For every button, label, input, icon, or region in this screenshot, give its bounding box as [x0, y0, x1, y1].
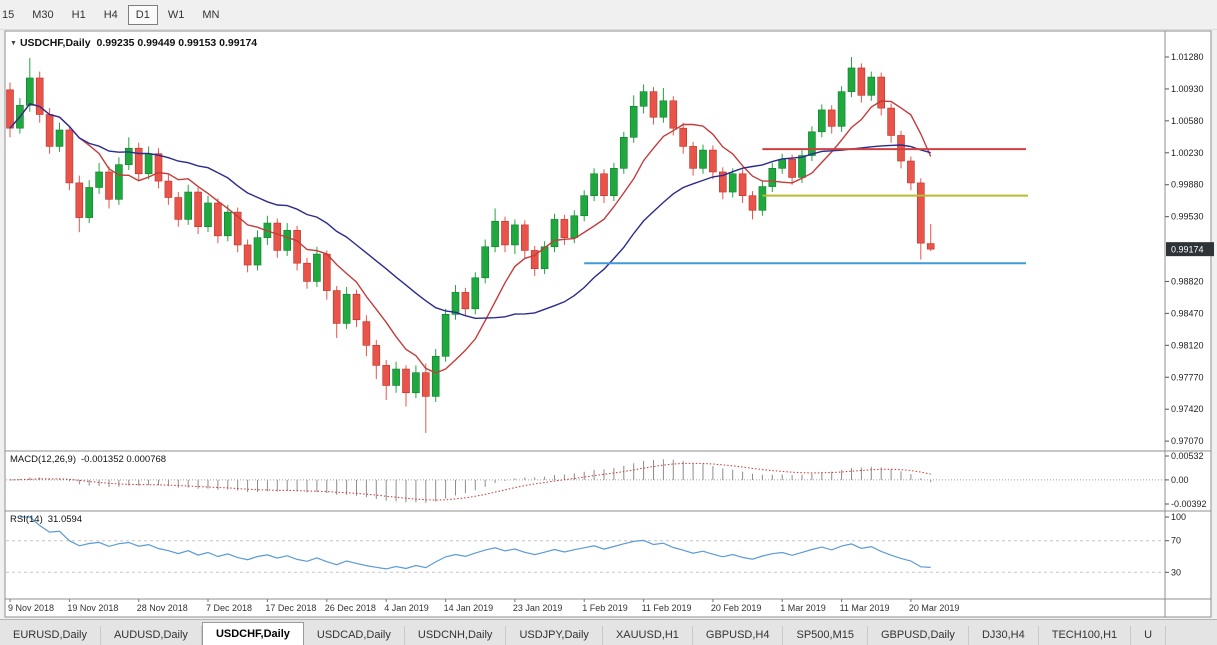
svg-text:17 Dec 2018: 17 Dec 2018 — [265, 603, 316, 613]
svg-text:23 Jan 2019: 23 Jan 2019 — [513, 603, 563, 613]
svg-text:0.99530: 0.99530 — [1171, 212, 1204, 222]
macd-signal-line — [9, 462, 931, 501]
rsi-indicator-label: RSI(14) 31.0594 — [10, 514, 82, 525]
timeframe-button-h4[interactable]: H4 — [103, 8, 118, 21]
chart-tab-xauusd-h1[interactable]: XAUUSD,H1 — [603, 626, 693, 645]
svg-text:0.97070: 0.97070 — [1171, 436, 1204, 446]
svg-text:20 Mar 2019: 20 Mar 2019 — [909, 603, 960, 613]
macd-name: MACD(12,26,9) — [10, 454, 76, 465]
chart-tab-dj30-h4[interactable]: DJ30,H4 — [969, 626, 1039, 645]
timeframe-button-mn[interactable]: MN — [202, 8, 220, 21]
chart-title: ▼ USDCHF,Daily 0.99235 0.99449 0.99153 0.9… — [10, 37, 257, 49]
svg-text:4 Jan 2019: 4 Jan 2019 — [384, 603, 429, 613]
svg-text:0.98820: 0.98820 — [1171, 276, 1204, 286]
svg-text:26 Dec 2018: 26 Dec 2018 — [325, 603, 376, 613]
macd-indicator-label: MACD(12,26,9) -0.001352 0.000768 — [10, 454, 166, 465]
svg-text:19 Nov 2018: 19 Nov 2018 — [67, 603, 118, 613]
svg-text:11 Feb 2019: 11 Feb 2019 — [642, 603, 692, 613]
svg-text:0.99880: 0.99880 — [1171, 180, 1204, 190]
timeframe-toolbar: 15 M30 H1 H4 D1 W1 MN — [0, 0, 1217, 30]
chart-tab-tech100-h1[interactable]: TECH100,H1 — [1039, 626, 1132, 645]
ma-slow-blue-line[interactable] — [9, 103, 931, 320]
svg-text:11 Mar 2019: 11 Mar 2019 — [840, 603, 890, 613]
rsi-value: 31.0594 — [47, 514, 83, 525]
svg-text:1.00580: 1.00580 — [1171, 116, 1204, 126]
rsi-line — [19, 516, 931, 570]
svg-text:14 Jan 2019: 14 Jan 2019 — [444, 603, 494, 613]
chart-tab-audusd-daily[interactable]: AUDUSD,Daily — [101, 626, 202, 645]
timeframe-button-15[interactable]: 15 — [2, 8, 15, 21]
chart-tabbar: EURUSD,Daily AUDUSD,Daily USDCHF,Daily USDC… — [0, 619, 1217, 645]
timeframe-button-w1[interactable]: W1 — [167, 8, 185, 21]
chart-tab-usdjpy-daily[interactable]: USDJPY,Daily — [506, 626, 603, 645]
chart-tab-eurusd-daily[interactable]: EURUSD,Daily — [0, 626, 101, 645]
timeframe-button-h1[interactable]: H1 — [71, 8, 86, 21]
svg-text:9 Nov 2018: 9 Nov 2018 — [8, 603, 54, 613]
svg-text:0.98120: 0.98120 — [1171, 340, 1204, 350]
svg-text:1.00230: 1.00230 — [1171, 148, 1204, 158]
svg-text:1 Mar 2019: 1 Mar 2019 — [780, 603, 826, 613]
chart-symbol-label: USDCHF,Daily — [19, 37, 91, 49]
svg-text:1.01280: 1.01280 — [1171, 52, 1204, 62]
current-price-badge — [1166, 242, 1214, 257]
chart-tab-sp500-m15[interactable]: SP500,M15 — [783, 626, 868, 645]
svg-text:100: 100 — [1171, 512, 1186, 522]
svg-text:0.00: 0.00 — [1171, 475, 1189, 485]
svg-text:20 Feb 2019: 20 Feb 2019 — [711, 603, 762, 613]
svg-text:1.00930: 1.00930 — [1171, 84, 1204, 94]
macd-histogram — [19, 459, 932, 503]
svg-text:28 Nov 2018: 28 Nov 2018 — [137, 603, 188, 613]
chart-ohlc-values: 0.99235 0.99449 0.99153 0.99174 — [96, 37, 258, 49]
chart-tab-usdchf-daily[interactable]: USDCHF,Daily — [201, 622, 304, 645]
svg-text:0.98470: 0.98470 — [1171, 308, 1204, 318]
svg-text:30: 30 — [1171, 567, 1181, 577]
rsi-name: RSI(14) — [10, 514, 43, 525]
chart-tab-usdcad-daily[interactable]: USDCAD,Daily — [304, 626, 405, 645]
macd-values: -0.001352 0.000768 — [81, 454, 167, 465]
svg-text:7 Dec 2018: 7 Dec 2018 — [206, 603, 252, 613]
svg-text:-0.00392: -0.00392 — [1171, 499, 1207, 509]
svg-text:1 Feb 2019: 1 Feb 2019 — [582, 603, 628, 613]
svg-text:0.99174: 0.99174 — [1171, 245, 1204, 255]
chart-tab-usdcnh-daily[interactable]: USDCNH,Daily — [405, 626, 507, 645]
chart-frame — [4, 30, 1212, 618]
chart-tab-u[interactable]: U — [1131, 626, 1167, 645]
chart-tab-gbpusd-daily[interactable]: GBPUSD,Daily — [868, 626, 969, 645]
svg-text:0.97420: 0.97420 — [1171, 404, 1204, 414]
ma-fast-red-line[interactable] — [9, 100, 932, 374]
svg-text:0.97770: 0.97770 — [1171, 372, 1204, 382]
timeframe-button-m30[interactable]: M30 — [32, 8, 54, 21]
chart-tab-gbpusd-h4[interactable]: GBPUSD,H4 — [693, 626, 784, 645]
timeframe-button-d1[interactable]: D1 — [127, 4, 158, 25]
svg-text:0.00532: 0.00532 — [1171, 451, 1204, 461]
svg-text:70: 70 — [1171, 536, 1181, 546]
symbol-dropdown-icon[interactable]: ▼ — [10, 40, 17, 47]
